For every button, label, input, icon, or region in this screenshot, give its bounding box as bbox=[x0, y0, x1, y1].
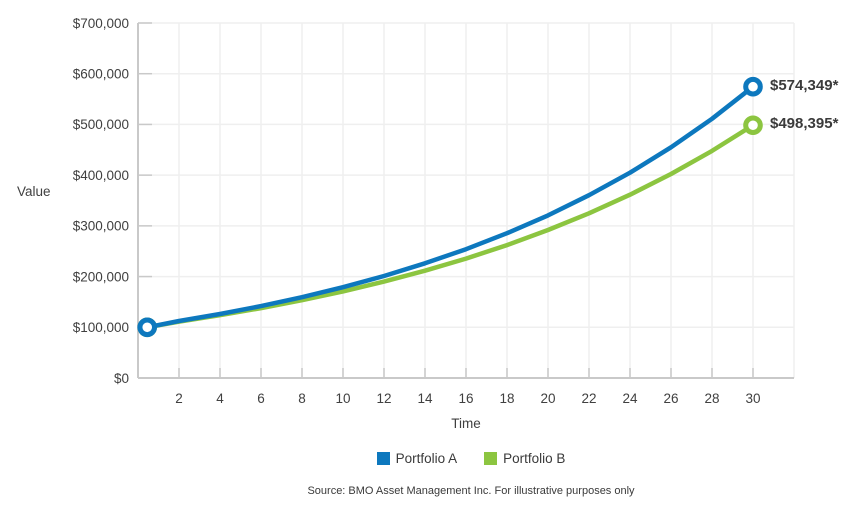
y-tick-label: $200,000 bbox=[73, 269, 129, 284]
y-tick-label: $400,000 bbox=[73, 168, 129, 183]
x-tick-label: 24 bbox=[622, 391, 638, 406]
series-marker-portfolio-a bbox=[743, 76, 763, 97]
legend-item-portfolio-a: Portfolio A bbox=[376, 450, 458, 466]
x-tick-label: 18 bbox=[499, 391, 514, 406]
y-tick-label: $700,000 bbox=[73, 16, 129, 31]
legend-swatch-portfolio-b-icon bbox=[484, 451, 498, 465]
x-tick-label: 30 bbox=[745, 391, 760, 406]
x-tick-label: 16 bbox=[458, 391, 473, 406]
x-tick-label: 2 bbox=[175, 391, 183, 406]
x-tick-label: 20 bbox=[540, 391, 555, 406]
x-tick-label: 6 bbox=[257, 391, 265, 406]
legend: Portfolio A Portfolio B bbox=[138, 449, 804, 467]
legend-label-portfolio-b: Portfolio B bbox=[503, 450, 566, 466]
legend-swatch-portfolio-a-icon bbox=[376, 451, 390, 465]
x-tick-label: 8 bbox=[298, 391, 306, 406]
x-tick-label: 22 bbox=[581, 391, 596, 406]
x-tick-label: 26 bbox=[663, 391, 678, 406]
source-note: Source: BMO Asset Management Inc. For il… bbox=[307, 485, 635, 497]
series-line-portfolio-a bbox=[144, 84, 756, 330]
y-tick-label: $300,000 bbox=[73, 219, 129, 234]
y-tick-label: $0 bbox=[114, 371, 129, 386]
x-tick-label: 14 bbox=[417, 391, 433, 406]
y-tick-label: $600,000 bbox=[73, 67, 129, 82]
x-tick-label: 10 bbox=[335, 391, 350, 406]
end-label-portfolio-a: $574,349* bbox=[770, 76, 839, 94]
legend-label-portfolio-a: Portfolio A bbox=[395, 450, 458, 466]
x-tick-label: 12 bbox=[376, 391, 391, 406]
chart-plot: $0 $100,000 $200,000 $300,000 $400,000 $500,0… bbox=[73, 16, 795, 406]
end-label-portfolio-b: $498,395* bbox=[770, 115, 839, 133]
x-tick-label: 4 bbox=[216, 391, 224, 406]
y-tick-label: $100,000 bbox=[73, 320, 129, 335]
y-axis-title: Value bbox=[17, 184, 51, 199]
x-tick-label: 28 bbox=[704, 391, 719, 406]
legend-item-portfolio-b: Portfolio B bbox=[484, 451, 565, 466]
series-marker-portfolio-a bbox=[137, 317, 158, 338]
y-tick-label: $500,000 bbox=[73, 117, 129, 132]
x-axis-title: Time bbox=[451, 416, 481, 431]
series-marker-portfolio-b bbox=[743, 115, 763, 136]
